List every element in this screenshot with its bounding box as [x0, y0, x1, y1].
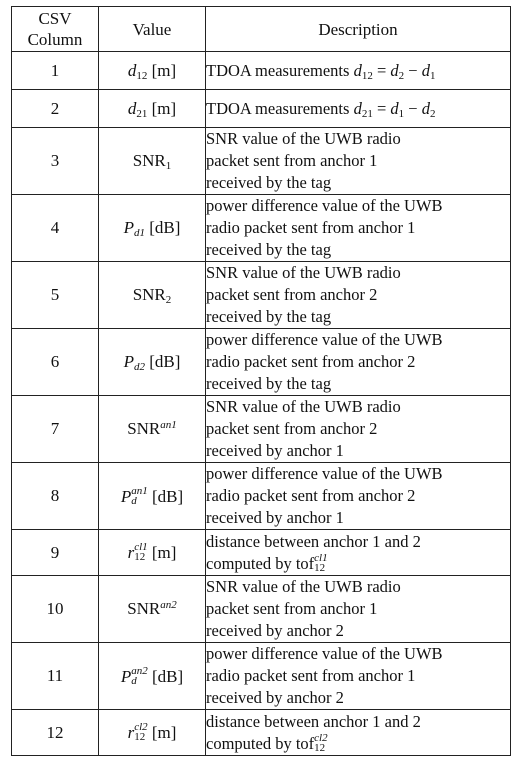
table-row: 9 r cl1 12 [m] distance between anchor 1 a…	[11, 529, 511, 576]
table-row: 6 Pd2 [dB] power difference value of the…	[11, 328, 511, 396]
table-row: 7 SNRan1 SNR value of the UWB radio packe…	[11, 395, 511, 463]
csv-column-number: 5	[11, 261, 99, 329]
csv-column-number: 1	[11, 51, 99, 90]
value-cell: SNRan2	[98, 575, 206, 643]
table-header-row: CSV Column Value Description	[11, 6, 511, 52]
csv-column-number: 10	[11, 575, 99, 643]
csv-column-number: 6	[11, 328, 99, 396]
table-row: 4 Pd1 [dB] power difference value of the…	[11, 194, 511, 262]
table-row: 2 d21 [m] TDOA measurements d21 = d1 − d…	[11, 89, 511, 128]
value-cell: SNRan1	[98, 395, 206, 463]
description-cell: power difference value of the UWB radio p…	[205, 194, 511, 262]
table-row: 3 SNR1 SNR value of the UWB radio packet …	[11, 127, 511, 195]
table-row: 10 SNRan2 SNR value of the UWB radio pack…	[11, 575, 511, 643]
value-cell: SNR1	[98, 127, 206, 195]
description-cell: SNR value of the UWB radio packet sent fr…	[205, 261, 511, 329]
value-cell: Pd1 [dB]	[98, 194, 206, 262]
csv-column-number: 8	[11, 462, 99, 530]
value-cell: r cl1 12 [m]	[98, 529, 206, 576]
description-cell: SNR value of the UWB radio packet sent fr…	[205, 127, 511, 195]
description-cell: distance between anchor 1 and 2 computed …	[205, 529, 511, 576]
csv-column-number: 12	[11, 709, 99, 756]
header-csv-line1: CSV	[38, 9, 72, 28]
description-cell: SNR value of the UWB radio packet sent fr…	[205, 395, 511, 463]
description-cell: power difference value of the UWB radio p…	[205, 642, 511, 710]
header-csv-column: CSV Column	[11, 6, 99, 52]
description-cell: TDOA measurements d12 = d2 − d1	[205, 51, 511, 90]
description-cell: TDOA measurements d21 = d1 − d2	[205, 89, 511, 128]
csv-column-number: 2	[11, 89, 99, 128]
description-cell: SNR value of the UWB radio packet sent fr…	[205, 575, 511, 643]
value-cell: Pd2 [dB]	[98, 328, 206, 396]
header-column-line2: Column	[27, 30, 83, 49]
value-cell: r cl2 12 [m]	[98, 709, 206, 756]
csv-column-number: 3	[11, 127, 99, 195]
csv-columns-table: CSV Column Value Description 1 d12 [m] T…	[11, 6, 511, 756]
table-row: 1 d12 [m] TDOA measurements d12 = d2 − d…	[11, 51, 511, 90]
value-cell: d12 [m]	[98, 51, 206, 90]
csv-column-number: 9	[11, 529, 99, 576]
header-description: Description	[205, 6, 511, 52]
value-cell: d21 [m]	[98, 89, 206, 128]
header-value: Value	[98, 6, 206, 52]
csv-column-number: 7	[11, 395, 99, 463]
description-cell: power difference value of the UWB radio p…	[205, 328, 511, 396]
description-cell: distance between anchor 1 and 2 computed …	[205, 709, 511, 756]
csv-column-number: 11	[11, 642, 99, 710]
description-cell: power difference value of the UWB radio p…	[205, 462, 511, 530]
table-row: 5 SNR2 SNR value of the UWB radio packet …	[11, 261, 511, 329]
value-cell: SNR2	[98, 261, 206, 329]
table-row: 12 r cl2 12 [m] distance between anchor 1 …	[11, 709, 511, 756]
csv-column-number: 4	[11, 194, 99, 262]
